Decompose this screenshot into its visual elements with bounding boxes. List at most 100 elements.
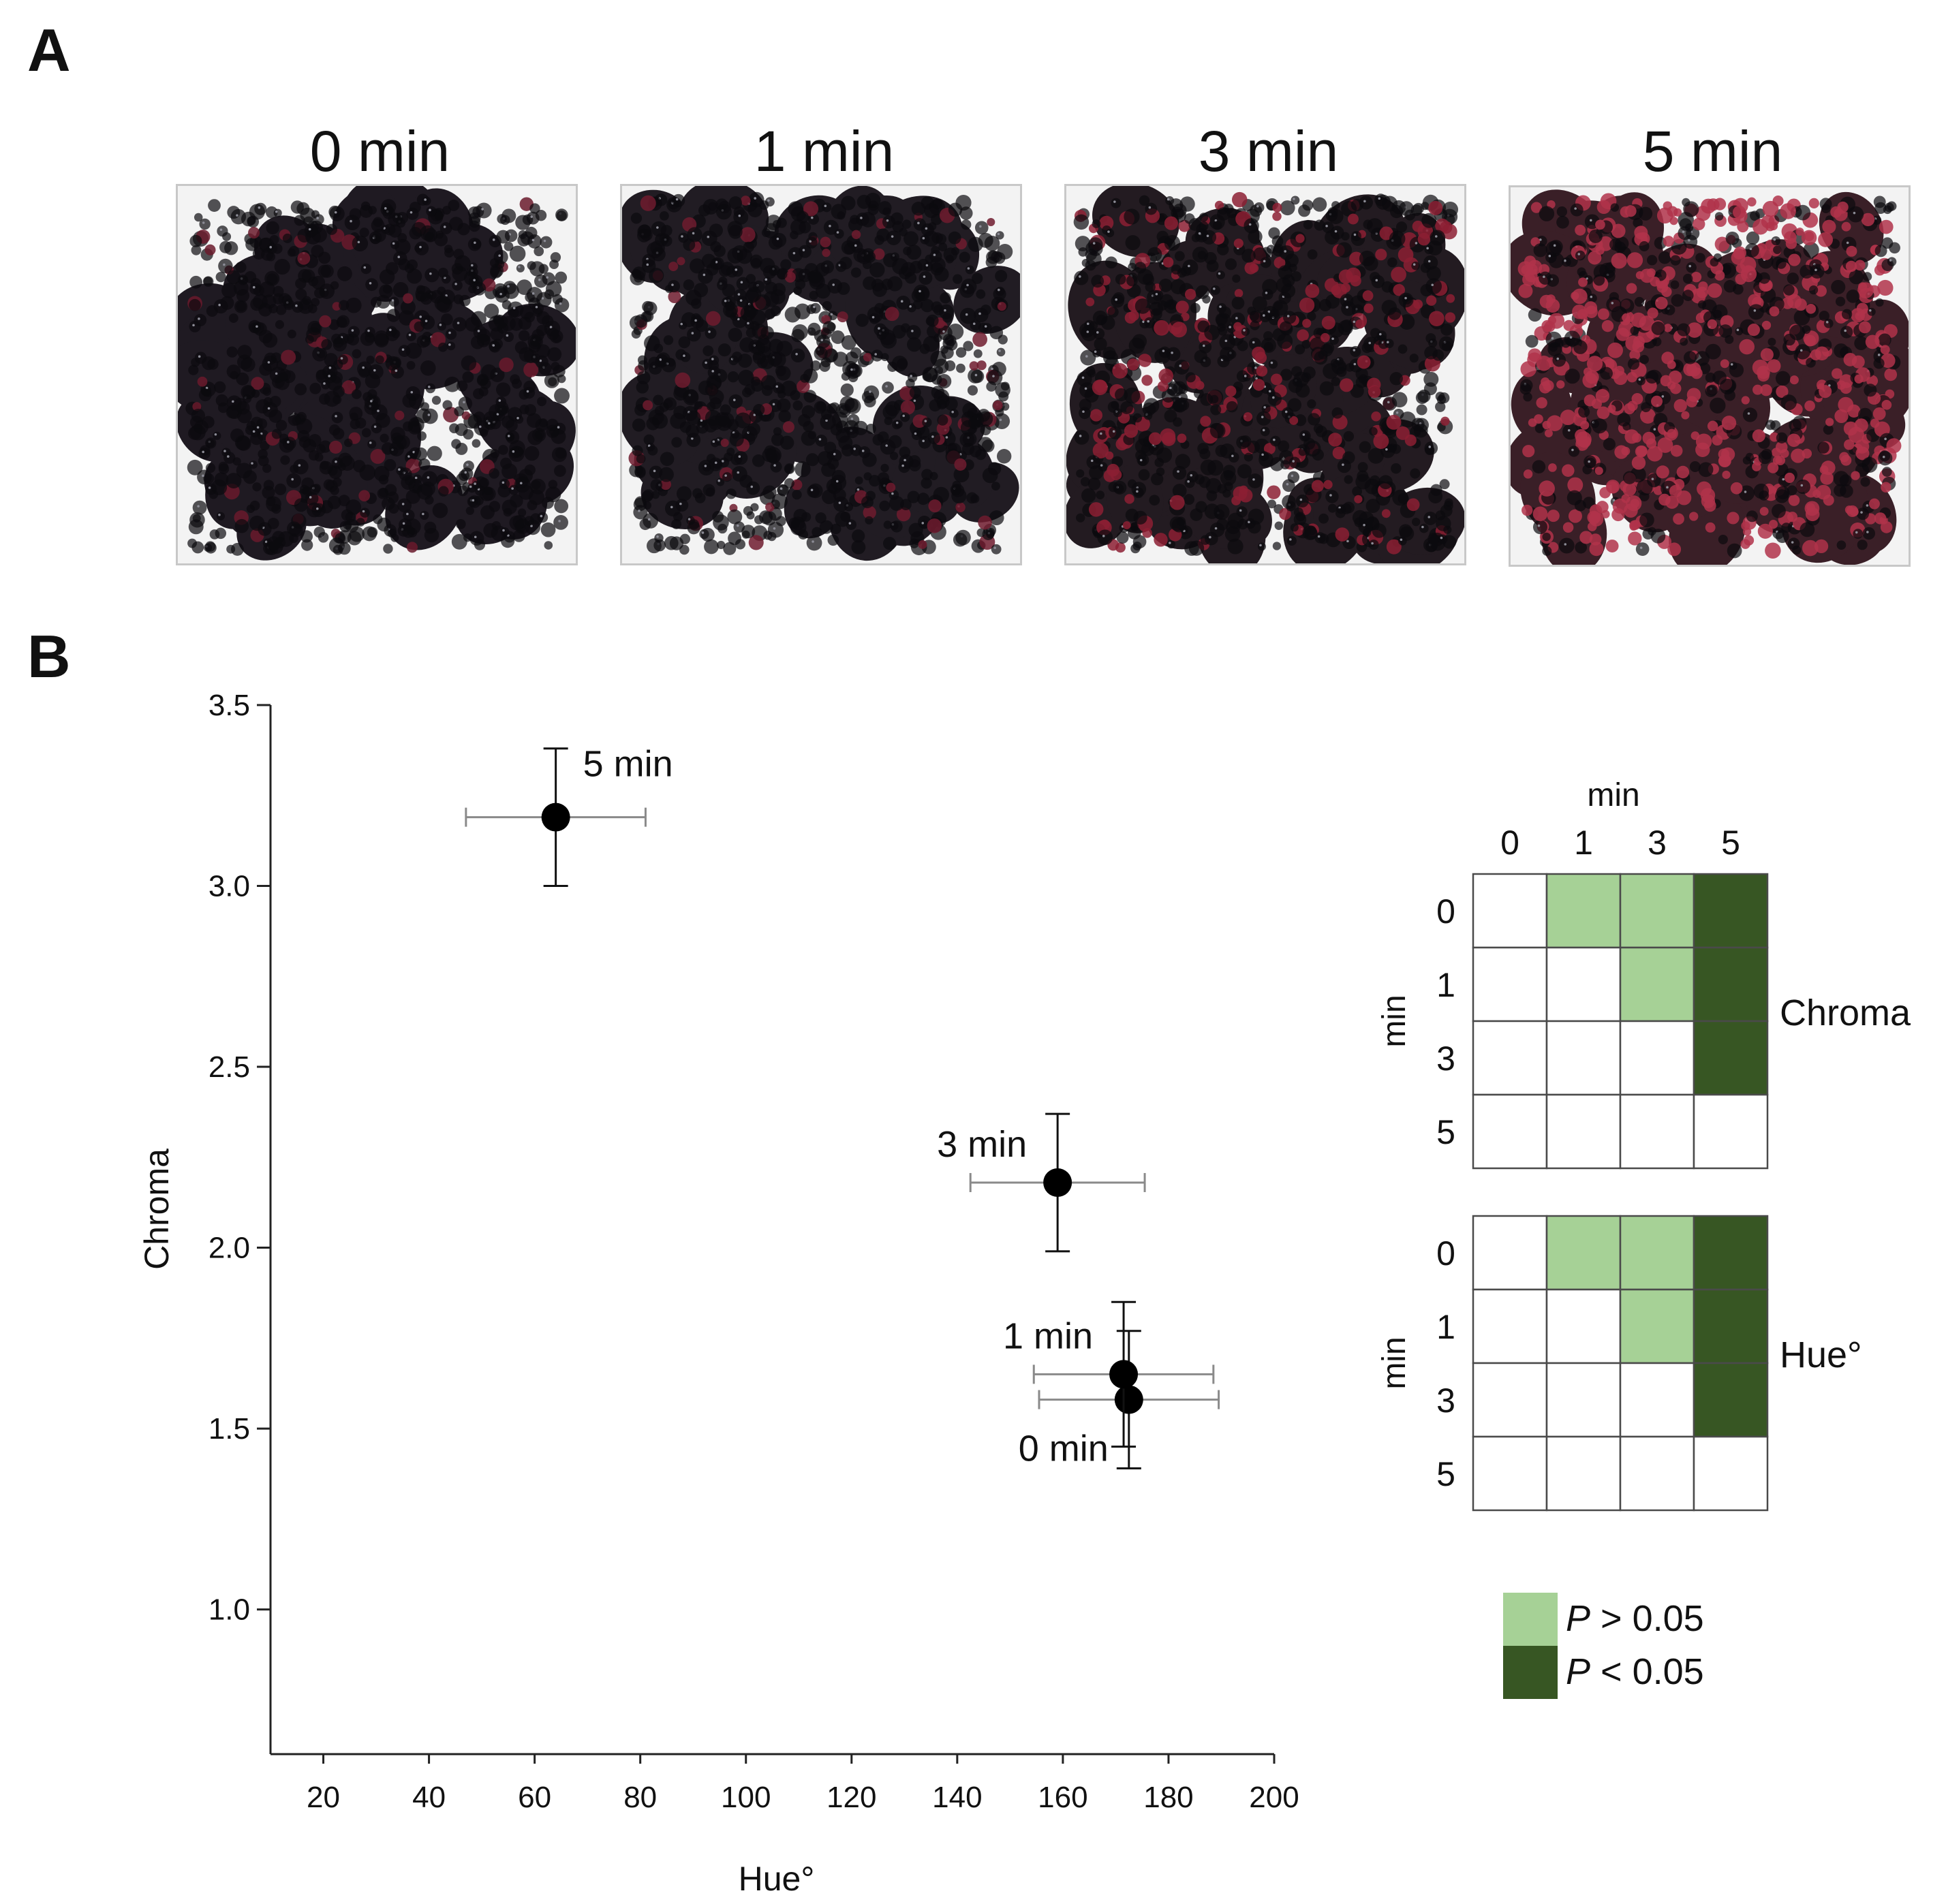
drupelet xyxy=(702,484,715,497)
drupelet xyxy=(439,222,452,234)
drupelet xyxy=(1631,312,1646,328)
drupelet xyxy=(405,386,420,401)
drupelet xyxy=(889,495,904,511)
drupelet xyxy=(463,533,472,542)
highlight xyxy=(1588,460,1590,463)
drupelet xyxy=(517,508,527,517)
drupelet xyxy=(191,245,202,255)
drupelet xyxy=(1822,219,1836,234)
drupelet xyxy=(705,311,721,326)
highlight xyxy=(340,357,343,360)
highlight xyxy=(704,465,707,467)
drupelet xyxy=(636,381,649,394)
drupelet xyxy=(642,300,654,313)
drupelet xyxy=(823,219,839,235)
highlight xyxy=(398,468,401,471)
matrix-cell xyxy=(1619,946,1695,1023)
drupelet xyxy=(902,219,912,229)
highlight xyxy=(1736,328,1740,332)
drupelet xyxy=(848,372,859,383)
drupelet xyxy=(1787,512,1798,522)
matrix-cell xyxy=(1693,1288,1769,1364)
drupelet xyxy=(1647,307,1658,319)
drupelet xyxy=(457,380,468,392)
highlight xyxy=(1884,437,1887,441)
drupelet xyxy=(282,233,292,243)
drupelet xyxy=(352,389,362,399)
drupelet xyxy=(472,439,481,448)
drupelet xyxy=(918,271,933,285)
drupelet xyxy=(328,537,345,554)
drupelet xyxy=(414,447,428,461)
highlight xyxy=(900,300,904,303)
highlight xyxy=(1556,357,1560,360)
drupelet xyxy=(1780,449,1789,458)
drupelet xyxy=(717,540,726,550)
drupelet xyxy=(269,234,279,245)
matrix-cell xyxy=(1693,1215,1769,1291)
drupelet xyxy=(769,267,778,276)
drupelet xyxy=(388,503,399,514)
highlight xyxy=(1412,263,1416,266)
drupelet xyxy=(1836,540,1847,550)
drupelet xyxy=(1622,313,1631,322)
drupelet xyxy=(367,439,377,449)
drupelet xyxy=(519,469,533,483)
drupelet xyxy=(1158,278,1173,292)
highlight xyxy=(895,421,899,424)
drupelet xyxy=(448,200,460,211)
drupelet xyxy=(1806,503,1815,512)
drupelet xyxy=(771,493,788,510)
drupelet xyxy=(1639,512,1654,528)
drupelet xyxy=(841,372,850,381)
drupelet xyxy=(1217,207,1231,221)
drupelet xyxy=(1388,307,1402,320)
drupelet xyxy=(1632,433,1642,443)
drupelet xyxy=(797,379,810,394)
highlight xyxy=(1353,349,1356,352)
blackberry-photo-5min xyxy=(1509,185,1911,567)
highlight xyxy=(1415,242,1418,245)
drupelet xyxy=(1400,411,1416,428)
drupelet xyxy=(1195,229,1207,240)
highlight xyxy=(911,330,914,332)
drupelet xyxy=(1631,393,1643,405)
drupelet xyxy=(1307,399,1316,409)
drupelet xyxy=(1272,211,1282,221)
drupelet xyxy=(1670,444,1683,457)
drupelet xyxy=(1556,215,1569,229)
drupelet xyxy=(1389,372,1403,386)
drupelet xyxy=(347,333,360,346)
drupelet xyxy=(972,332,987,347)
drupelet xyxy=(1752,462,1761,471)
drupelet xyxy=(1884,368,1898,381)
drupelet xyxy=(1233,238,1244,249)
drupelet xyxy=(1697,300,1707,309)
highlight xyxy=(1435,235,1438,238)
highlight xyxy=(1590,219,1592,222)
drupelet xyxy=(399,310,414,326)
matrix-cell xyxy=(1545,1435,1622,1512)
drupelet xyxy=(1357,355,1371,369)
highlight xyxy=(854,244,857,247)
highlight xyxy=(477,330,480,332)
drupelet xyxy=(215,272,226,283)
drupelet xyxy=(1368,540,1379,550)
drupelet xyxy=(1074,270,1089,285)
drupelet xyxy=(1206,490,1218,501)
highlight xyxy=(700,419,703,422)
drupelet xyxy=(933,358,949,374)
drupelet xyxy=(249,235,262,249)
highlight xyxy=(1261,416,1264,418)
highlight xyxy=(443,225,446,228)
drupelet xyxy=(1582,373,1598,388)
highlight xyxy=(546,276,549,279)
drupelet xyxy=(260,440,270,451)
drupelet xyxy=(553,422,566,435)
drupelet xyxy=(281,295,292,306)
drupelet xyxy=(728,196,743,210)
drupelet xyxy=(1372,523,1387,538)
drupelet xyxy=(1703,499,1716,512)
highlight xyxy=(737,293,741,296)
drupelet xyxy=(262,387,272,396)
